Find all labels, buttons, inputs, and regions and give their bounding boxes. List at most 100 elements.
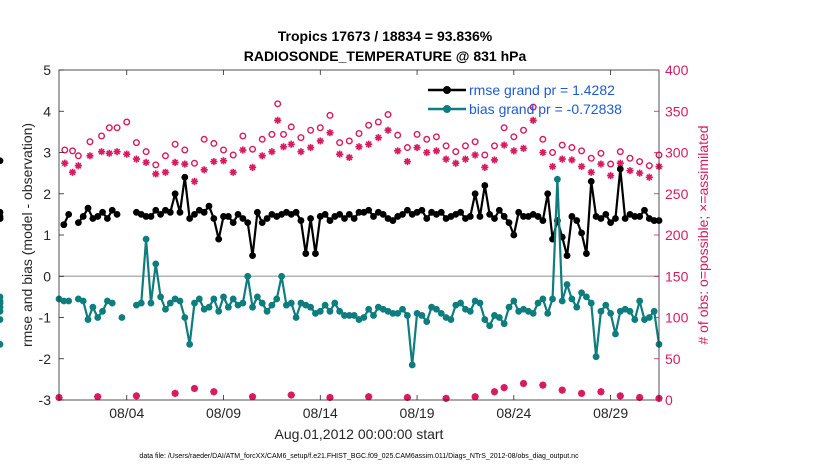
obs_assimilated-point bbox=[413, 143, 421, 152]
obs_assimilated-point bbox=[86, 152, 94, 160]
rmse-point bbox=[563, 252, 571, 260]
bias-point bbox=[249, 303, 256, 311]
obs_assimilated-point bbox=[61, 159, 69, 167]
obs_assimilated-point bbox=[490, 156, 499, 164]
bias-point bbox=[292, 314, 300, 321]
obs_possible-point bbox=[316, 124, 324, 132]
obs_bottom-point bbox=[636, 393, 644, 402]
legend-bias-marker bbox=[443, 105, 451, 113]
obs_possible-point bbox=[568, 144, 576, 152]
bias-point bbox=[510, 297, 518, 305]
y-left-tick-label: 4 bbox=[43, 103, 51, 119]
bias-point bbox=[191, 299, 198, 307]
y-right-tick-label: 200 bbox=[665, 227, 689, 243]
obs_possible-point bbox=[529, 103, 537, 111]
obs_possible-point bbox=[74, 152, 82, 160]
obs_possible-point bbox=[365, 121, 373, 129]
bias-point bbox=[0, 340, 4, 348]
bias-point bbox=[65, 297, 73, 305]
bias-point bbox=[0, 297, 4, 305]
bias-point bbox=[365, 305, 373, 313]
obs_possible-point bbox=[210, 139, 218, 147]
obs_assimilated-point bbox=[287, 140, 295, 148]
rmse-point bbox=[191, 210, 198, 218]
rmse-point bbox=[176, 208, 184, 216]
rmse-point bbox=[99, 208, 106, 216]
chart-title-line2: RADIOSONDE_TEMPERATURE @ 831 hPa bbox=[244, 48, 527, 64]
bias-point bbox=[152, 260, 160, 268]
obs_assimilated-point bbox=[539, 148, 547, 157]
obs_possible-point bbox=[258, 135, 266, 143]
obs_assimilated-point bbox=[597, 160, 605, 168]
obs_possible-point bbox=[626, 154, 634, 162]
obs_assimilated-point bbox=[568, 156, 576, 164]
obs_assimilated-point bbox=[297, 148, 305, 156]
rmse-point bbox=[79, 213, 87, 220]
obs_assimilated-point bbox=[336, 150, 344, 158]
bias-point bbox=[350, 312, 358, 319]
rmse-point bbox=[292, 208, 300, 216]
y-right-tick-label: 400 bbox=[665, 62, 689, 78]
obs_possible-point bbox=[274, 100, 282, 108]
obs_assimilated-point bbox=[74, 162, 82, 170]
obs_possible-point bbox=[161, 152, 169, 160]
bias-point bbox=[176, 297, 184, 305]
legend-rmse-label: rmse grand pr = 1.4282 bbox=[469, 82, 615, 98]
rmse-point bbox=[370, 213, 377, 220]
obs_possible-point bbox=[481, 151, 489, 159]
obs_possible-point bbox=[384, 111, 392, 119]
bias-point bbox=[336, 307, 344, 315]
obs_assimilated-point bbox=[97, 148, 106, 156]
rmse-point bbox=[94, 213, 102, 220]
obs_bottom-point bbox=[490, 388, 499, 396]
bias-point bbox=[573, 303, 581, 311]
bias-point bbox=[0, 307, 4, 315]
obs_possible-point bbox=[607, 160, 615, 168]
bias-point bbox=[645, 314, 653, 321]
bias-point bbox=[403, 312, 411, 319]
rmse-series-layer bbox=[0, 157, 663, 260]
rmse-point bbox=[341, 215, 348, 222]
y-right-tick-label: 100 bbox=[665, 310, 689, 326]
rmse-point bbox=[491, 215, 498, 222]
rmse-point bbox=[534, 213, 542, 220]
rmse-point bbox=[103, 215, 111, 222]
bias-point bbox=[147, 299, 155, 307]
bias-point bbox=[268, 301, 276, 309]
rmse-point bbox=[481, 182, 489, 189]
obs_possible-point bbox=[69, 147, 77, 155]
bias-point bbox=[99, 307, 106, 315]
obs_assimilated-point bbox=[239, 146, 247, 154]
rmse-point bbox=[249, 252, 256, 260]
obs_possible-point bbox=[510, 133, 518, 141]
rmse-point bbox=[0, 208, 4, 216]
obs_assimilated-point bbox=[607, 172, 615, 180]
bias-point bbox=[181, 314, 189, 321]
obs_bottom-point bbox=[597, 388, 605, 396]
rmse-point bbox=[166, 208, 174, 216]
obs_bottom-point bbox=[616, 392, 624, 400]
obs_possible-point bbox=[471, 138, 479, 146]
rmse-point bbox=[641, 206, 648, 214]
obs_possible-point bbox=[105, 124, 113, 132]
rmse-point bbox=[520, 213, 527, 220]
obs_possible-point bbox=[558, 141, 566, 149]
obs_possible-point bbox=[190, 159, 198, 167]
obs_assimilated-point bbox=[587, 168, 595, 176]
obs_assimilated-point bbox=[229, 168, 237, 176]
obs_bottom-point bbox=[365, 393, 373, 401]
bias-point bbox=[399, 305, 406, 313]
obs_assimilated-point bbox=[210, 157, 218, 166]
rmse-point bbox=[326, 217, 334, 224]
obs_assimilated-point bbox=[355, 143, 363, 151]
obs_possible-point bbox=[287, 123, 295, 131]
rmse-point bbox=[215, 235, 223, 243]
bias-point bbox=[636, 297, 644, 305]
rmse-point bbox=[210, 215, 218, 222]
obs_possible-point bbox=[181, 146, 189, 154]
obs_assimilated-point bbox=[219, 157, 228, 165]
legend-bias-label: bias grand pr = -0.72838 bbox=[469, 101, 622, 117]
rmse-point bbox=[631, 213, 639, 220]
rmse-point bbox=[573, 217, 581, 224]
rmse-point bbox=[205, 202, 213, 210]
